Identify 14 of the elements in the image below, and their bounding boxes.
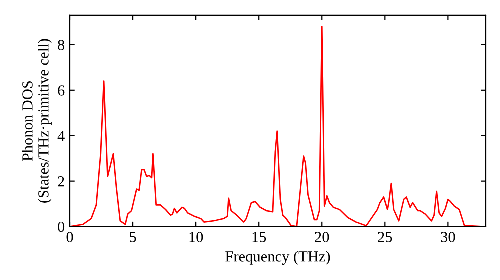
x-axis-title: Frequency (THz): [226, 251, 330, 265]
y-tick-label: 2: [58, 176, 64, 187]
x-tick-label: 5: [130, 232, 136, 242]
x-tick-label: 30: [441, 232, 456, 242]
y-tick-label: 6: [58, 86, 65, 96]
x-tick-label: 0: [66, 232, 74, 242]
x-tick-label: 10: [190, 232, 204, 242]
x-tick-label: 20: [315, 232, 330, 242]
y-tick-label: 4: [58, 131, 65, 142]
y-tick-label: 8: [58, 40, 65, 50]
y-axis-title: Phonon DOS (States/THz·primitive cell): [22, 39, 52, 203]
x-tick-label: 25: [378, 232, 392, 242]
y-tick-label: 0: [58, 222, 65, 232]
x-tick-label: 15: [252, 232, 266, 242]
